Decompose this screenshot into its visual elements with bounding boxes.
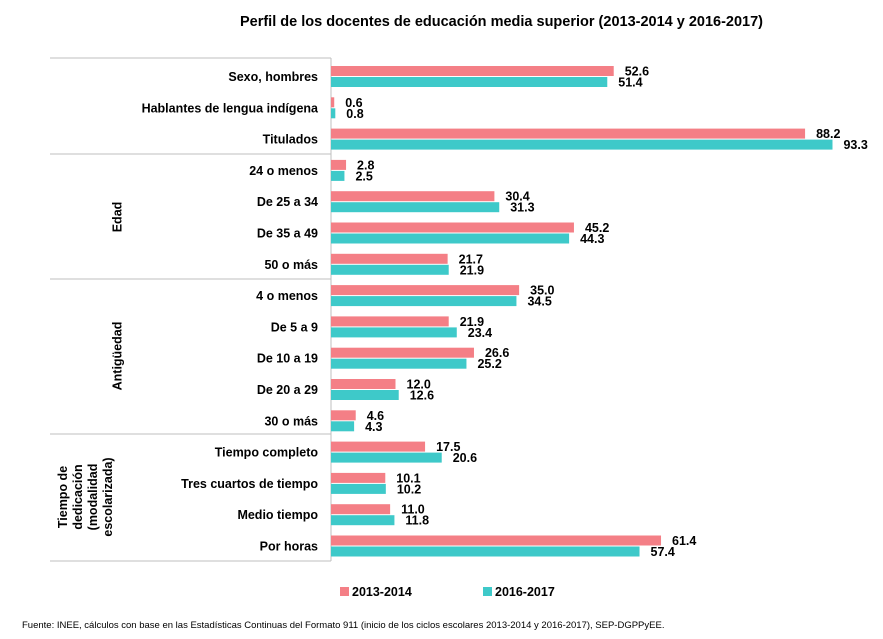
category-label: De 35 a 49 [257, 227, 318, 241]
category-label: De 25 a 34 [257, 195, 318, 209]
category-label: Medio tiempo [237, 508, 318, 522]
bar-2013-2014 [331, 379, 396, 389]
value-label: 30.4 [505, 190, 529, 204]
value-label: 26.6 [485, 346, 509, 360]
bar-2016-2017 [331, 202, 500, 213]
category-label: 4 o menos [256, 289, 318, 303]
bar-2013-2014 [331, 441, 426, 452]
bar-2016-2017 [331, 108, 336, 119]
source-note: Fuente: INEE, cálculos con base en las E… [22, 620, 665, 631]
category-label: 30 o más [264, 414, 318, 428]
bar-2013-2014 [331, 159, 347, 170]
value-label: 11.8 [405, 514, 429, 528]
value-label: 23.4 [468, 326, 492, 340]
group-label: escolarizada) [101, 457, 115, 536]
group-label: Antigüedad [110, 322, 124, 391]
value-label: 31.3 [510, 201, 534, 215]
bar-2013-2014 [331, 535, 662, 546]
group-label: Edad [110, 202, 124, 233]
bar-2013-2014 [331, 347, 474, 358]
group-label: (modalidad [86, 464, 100, 531]
bar-2016-2017 [331, 170, 345, 181]
bar-2013-2014 [331, 191, 495, 202]
value-label: 34.5 [527, 295, 551, 309]
value-label: 20.6 [453, 451, 477, 465]
category-label: 24 o menos [249, 164, 318, 178]
bar-2016-2017 [331, 264, 449, 275]
value-label: 88.2 [816, 127, 840, 141]
value-label: 11.0 [401, 503, 425, 517]
value-label: 12.6 [410, 389, 434, 403]
bar-2013-2014 [331, 504, 391, 515]
bar-2016-2017 [331, 233, 570, 244]
value-label: 21.7 [459, 252, 483, 266]
legend-label: 2016-2017 [495, 585, 555, 599]
value-label: 93.3 [843, 138, 867, 152]
bar-2013-2014 [331, 285, 520, 296]
bar-2016-2017 [331, 483, 386, 494]
category-label: 50 o más [264, 258, 318, 272]
bar-2016-2017 [331, 358, 467, 369]
value-label: 0.8 [346, 107, 363, 121]
value-label: 10.2 [397, 482, 421, 496]
value-label: 0.6 [345, 96, 362, 110]
category-label: Hablantes de lengua indígena [142, 101, 319, 115]
bar-2016-2017 [331, 327, 457, 338]
legend-swatch [483, 587, 492, 596]
category-label: Sexo, hombres [228, 70, 318, 84]
value-label: 52.6 [625, 65, 649, 79]
category-label: Tiempo completo [215, 446, 319, 460]
category-label: Por horas [260, 540, 318, 554]
value-label: 17.5 [436, 440, 460, 454]
value-label: 21.9 [460, 315, 484, 329]
bar-2016-2017 [331, 390, 399, 400]
bar-2013-2014 [331, 472, 386, 483]
value-label: 4.3 [365, 420, 382, 434]
bar-2013-2014 [331, 410, 356, 421]
value-label: 51.4 [618, 76, 642, 90]
bar-2016-2017 [331, 515, 395, 526]
group-label: Tiempo de [56, 466, 70, 528]
category-label: De 10 a 19 [257, 352, 318, 366]
legend-swatch [340, 587, 349, 596]
value-label: 61.4 [672, 534, 696, 548]
bar-2016-2017 [331, 77, 608, 87]
chart-title: Perfil de los docentes de educación medi… [239, 14, 764, 30]
bar-2016-2017 [331, 296, 517, 307]
bar-2016-2017 [331, 421, 355, 432]
value-label: 4.6 [367, 409, 384, 423]
value-label: 2.5 [355, 169, 372, 183]
bar-2013-2014 [331, 128, 806, 139]
value-label: 44.3 [580, 232, 604, 246]
value-label: 10.1 [396, 471, 420, 485]
bar-2016-2017 [331, 139, 833, 150]
value-label: 21.9 [460, 263, 484, 277]
value-label: 35.0 [530, 284, 554, 298]
value-label: 25.2 [477, 357, 501, 371]
category-label: De 5 a 9 [271, 320, 318, 334]
bar-2016-2017 [331, 546, 640, 557]
bar-2013-2014 [331, 97, 335, 108]
bar-2013-2014 [331, 253, 448, 264]
legend-label: 2013-2014 [352, 585, 412, 599]
value-label: 57.4 [651, 545, 675, 559]
group-label: dedicación [71, 464, 85, 529]
value-label: 12.0 [407, 378, 431, 392]
category-label: Tres cuartos de tiempo [181, 477, 318, 491]
bar-2016-2017 [331, 452, 442, 463]
category-label: De 20 a 29 [257, 383, 318, 397]
bar-2013-2014 [331, 66, 614, 76]
bar-2013-2014 [331, 222, 574, 233]
value-label: 45.2 [585, 221, 609, 235]
value-label: 2.8 [357, 158, 374, 172]
category-label: Titulados [263, 133, 318, 147]
bar-2013-2014 [331, 316, 449, 327]
